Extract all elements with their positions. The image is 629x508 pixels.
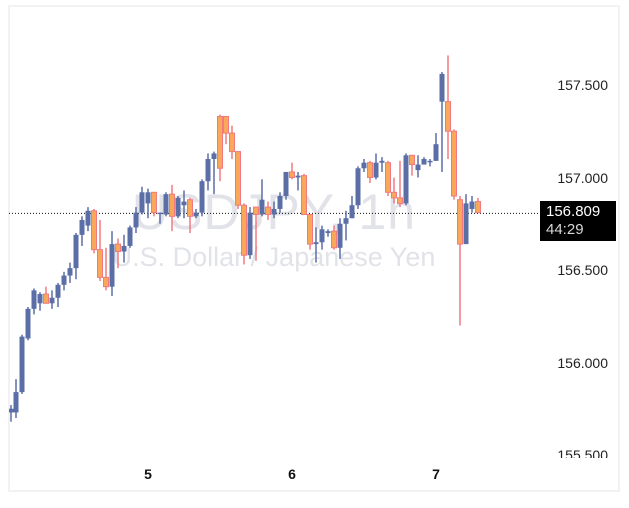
candle-up bbox=[319, 225, 325, 250]
candle-down bbox=[475, 197, 481, 214]
candle-up bbox=[199, 179, 205, 217]
candle-down bbox=[97, 220, 103, 282]
candle-up bbox=[163, 192, 169, 217]
candle-up bbox=[337, 218, 343, 259]
candle-down bbox=[301, 173, 307, 215]
price-tick-label: 157.500 bbox=[557, 77, 608, 93]
candle-up bbox=[109, 231, 115, 296]
price-tick-label: 157.000 bbox=[557, 169, 608, 186]
candle-up bbox=[85, 207, 91, 232]
candle-up bbox=[277, 192, 283, 213]
candle-down bbox=[235, 151, 241, 209]
candle-up bbox=[73, 233, 79, 280]
candle-down bbox=[457, 196, 463, 326]
candle-up bbox=[343, 210, 349, 241]
price-tick-label: 155.500 bbox=[557, 447, 608, 458]
candle-up bbox=[139, 186, 145, 215]
candle-down bbox=[223, 115, 229, 145]
candle-up bbox=[181, 190, 187, 219]
candle-up bbox=[433, 133, 439, 161]
candle-down bbox=[391, 177, 397, 204]
candle-up bbox=[247, 207, 253, 259]
candle-up bbox=[61, 271, 67, 291]
candle-up bbox=[9, 405, 14, 422]
candle-up bbox=[49, 290, 55, 309]
candle-down bbox=[331, 225, 337, 250]
candle-up bbox=[25, 307, 31, 341]
candle-down bbox=[265, 201, 271, 221]
candle-down bbox=[217, 114, 223, 182]
candle-down bbox=[445, 55, 451, 159]
candle-up bbox=[145, 188, 151, 219]
candle-down bbox=[241, 203, 247, 265]
time-tick-label: 5 bbox=[144, 466, 152, 482]
candle-up bbox=[361, 159, 367, 172]
candle-down bbox=[253, 206, 259, 261]
bar-countdown: 44:29 bbox=[546, 220, 584, 238]
candlestick-series bbox=[9, 55, 539, 422]
candle-up bbox=[313, 227, 319, 263]
candle-up bbox=[67, 262, 73, 283]
time-axis[interactable]: 5 6 7 bbox=[9, 458, 539, 488]
candle-down bbox=[385, 160, 391, 196]
candle-up bbox=[421, 157, 427, 165]
candle-up bbox=[133, 207, 139, 233]
candle-down bbox=[169, 184, 175, 232]
candle-up bbox=[469, 196, 475, 213]
candle-up bbox=[127, 225, 133, 248]
candle-up bbox=[325, 229, 331, 237]
candle-down bbox=[91, 208, 97, 254]
candle-up bbox=[55, 282, 61, 307]
plot-area[interactable]: USDJPY, 1h U.S. Dollar / Japanese Yen bbox=[9, 6, 539, 458]
candle-up bbox=[175, 196, 181, 219]
price-tick-label: 156.000 bbox=[557, 354, 608, 371]
candle-up bbox=[259, 179, 265, 217]
candle-down bbox=[229, 125, 235, 159]
candle-down bbox=[397, 160, 403, 208]
candle-up bbox=[19, 334, 25, 394]
candle-down bbox=[289, 162, 295, 180]
candle-up bbox=[13, 379, 19, 418]
candle-down bbox=[367, 160, 373, 184]
current-price: 156.809 bbox=[546, 202, 601, 220]
candle-down bbox=[103, 247, 109, 291]
candle-up bbox=[283, 171, 289, 200]
candle-up bbox=[403, 153, 409, 206]
candle-up bbox=[193, 208, 199, 219]
candle-up bbox=[31, 288, 37, 315]
time-tick-label: 7 bbox=[432, 466, 440, 482]
candle-up bbox=[37, 292, 43, 311]
price-axis[interactable]: 157.500 157.000 156.500 156.000 155.500 bbox=[540, 6, 618, 458]
candle-up bbox=[355, 166, 361, 209]
time-tick-label: 6 bbox=[288, 466, 296, 482]
candle-up bbox=[271, 201, 277, 219]
candle-up bbox=[349, 196, 355, 219]
candle-down bbox=[43, 286, 49, 304]
candle-up bbox=[205, 153, 211, 191]
candle-up bbox=[463, 194, 469, 245]
current-price-label: 156.809 44:29 bbox=[540, 200, 616, 241]
candle-up bbox=[157, 212, 163, 224]
candle-up bbox=[295, 171, 301, 191]
candle-up bbox=[415, 155, 421, 178]
candle-up bbox=[121, 234, 127, 263]
candle-up bbox=[373, 153, 379, 180]
candle-down bbox=[187, 197, 193, 233]
candle-up bbox=[211, 151, 217, 195]
candle-up bbox=[79, 216, 85, 246]
candle-down bbox=[451, 129, 457, 200]
candle-up bbox=[379, 157, 385, 172]
candle-down bbox=[115, 238, 121, 269]
candle-up bbox=[439, 72, 445, 172]
candle-down bbox=[307, 214, 313, 250]
price-tick-label: 156.500 bbox=[557, 262, 608, 278]
candle-up bbox=[427, 159, 433, 167]
candle-down bbox=[151, 191, 157, 217]
candle-down bbox=[409, 154, 415, 176]
